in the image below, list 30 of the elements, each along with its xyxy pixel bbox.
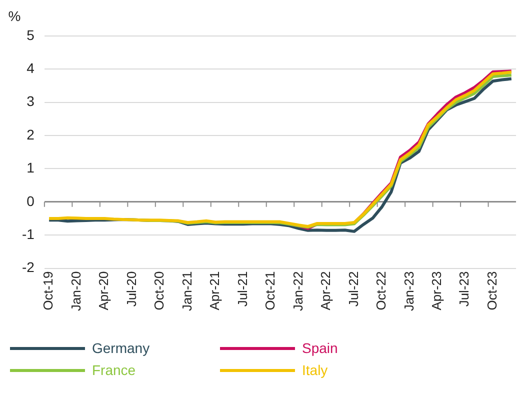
x-tick-label: Oct-20 — [152, 271, 167, 310]
x-tick-label: Jan-21 — [179, 271, 194, 311]
x-tick-label: Apr-21 — [207, 271, 222, 310]
x-tick-label: Jan-22 — [290, 271, 306, 311]
y-tick-label: -2 — [22, 259, 35, 276]
y-tick-label: -1 — [22, 226, 35, 242]
x-tick-label: Jul-20 — [124, 271, 139, 307]
x-tick-label: Apr-23 — [429, 271, 444, 310]
y-tick-label: 2 — [26, 126, 35, 142]
x-tick-label: Jan-20 — [68, 271, 84, 311]
text: Spain — [302, 340, 338, 356]
y-tick-label: 3 — [26, 93, 35, 110]
x-tick-label: Jan-23 — [401, 271, 416, 311]
y-axis-title: % — [8, 8, 21, 24]
y-tick-label: 4 — [26, 60, 35, 76]
y-tick-label: 1 — [26, 160, 35, 176]
x-tick-label: Oct-21 — [262, 271, 278, 310]
y-tick-label: 0 — [26, 192, 35, 209]
text: France — [92, 362, 136, 378]
text: Germany — [92, 340, 150, 356]
x-tick-label: Apr-20 — [96, 271, 112, 310]
text: Italy — [302, 362, 328, 378]
x-tick-label: Jul-23 — [456, 271, 472, 307]
y-tick-label: 5 — [26, 26, 35, 43]
x-tick-label: Jul-21 — [234, 271, 250, 307]
x-tick-label: Oct-23 — [484, 271, 500, 310]
x-tick-label: Oct-22 — [374, 271, 389, 310]
x-tick-label: Jul-22 — [346, 271, 361, 307]
x-tick-label: Oct-19 — [40, 271, 56, 310]
x-tick-label: Apr-22 — [318, 271, 334, 310]
